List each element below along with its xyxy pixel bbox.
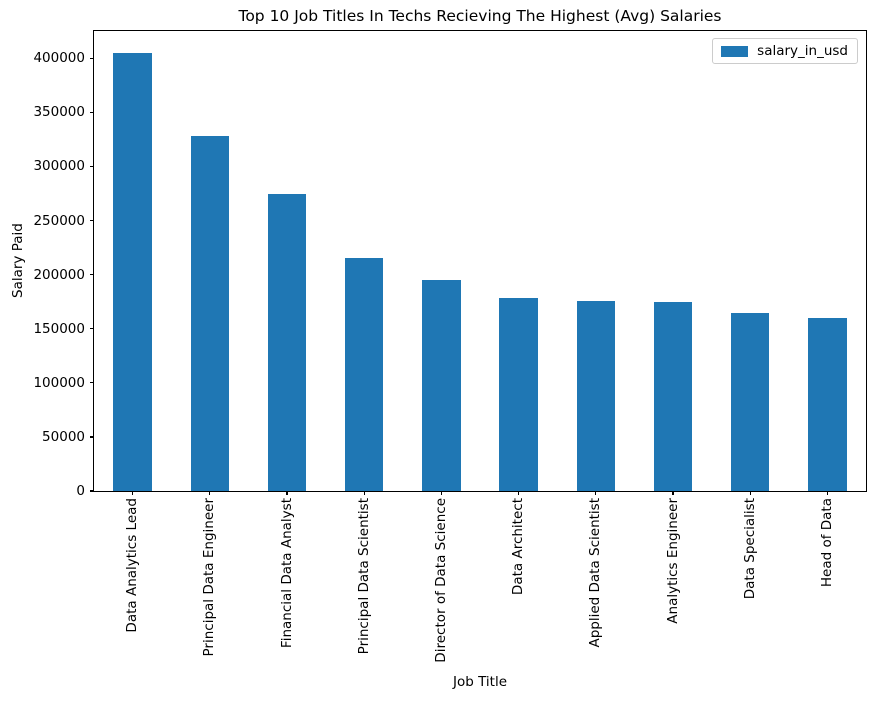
y-tick-mark <box>90 328 94 330</box>
y-tick-mark <box>90 436 94 438</box>
bar-principal-data-engineer <box>190 136 230 491</box>
x-tick-mark <box>209 491 211 495</box>
x-tick-label-head-of-data: Head of Data <box>818 498 835 588</box>
x-tick-mark <box>440 491 442 495</box>
plot-area: salary_in_usd Data Analytics Lead Princip… <box>33 30 867 663</box>
x-tick-mark <box>286 491 288 495</box>
x-tick-mark <box>132 491 134 495</box>
bar-data-specialist <box>730 312 770 491</box>
legend-label: salary_in_usd <box>757 43 848 59</box>
x-tick-label-data-analytics-lead: Data Analytics Lead <box>124 498 141 633</box>
y-tick-label-400000: 400000 <box>33 50 85 67</box>
x-tick-label-analytics-engineer: Analytics Engineer <box>664 498 681 624</box>
bar-director-of-data-science <box>422 280 461 491</box>
bar-analytics-engineer <box>653 301 693 491</box>
x-tick-mark <box>672 491 674 495</box>
x-tick-label-data-specialist: Data Specialist <box>741 498 758 600</box>
y-tick-label-200000: 200000 <box>33 266 85 283</box>
legend-swatch-icon <box>721 45 749 57</box>
y-tick-mark <box>90 382 94 384</box>
legend: salary_in_usd <box>712 38 858 64</box>
x-tick-label-applied-data-scientist: Applied Data Scientist <box>587 498 604 648</box>
x-tick-mark <box>826 491 828 495</box>
chart-title: Top 10 Job Titles In Techs Recieving The… <box>238 7 722 25</box>
y-tick-label-350000: 350000 <box>33 104 85 121</box>
x-tick-mark <box>518 491 520 495</box>
y-tick-label-0: 0 <box>76 483 85 499</box>
x-tick-label-principal-data-scientist: Principal Data Scientist <box>355 498 372 655</box>
x-axis-label: Job Title <box>452 674 508 690</box>
bar-applied-data-scientist <box>576 300 616 491</box>
bar-financial-data-analyst <box>267 193 307 491</box>
bar-principal-data-scientist <box>344 258 384 491</box>
x-tick-mark <box>749 491 751 495</box>
y-tick-mark <box>90 274 94 276</box>
y-tick-label-300000: 300000 <box>33 158 85 175</box>
bar-data-analytics-lead <box>113 52 152 491</box>
y-tick-label-100000: 100000 <box>33 374 85 391</box>
y-tick-label-50000: 50000 <box>42 428 85 445</box>
y-tick-mark <box>90 57 94 59</box>
y-axis-label: Salary Paid <box>10 223 26 299</box>
y-tick-mark <box>90 165 94 168</box>
x-tick-label-financial-data-analyst: Financial Data Analyst <box>278 498 295 649</box>
bar-head-of-data <box>808 317 847 491</box>
bar-data-architect <box>499 298 538 491</box>
x-tick-label-principal-data-engineer: Principal Data Engineer <box>201 498 218 657</box>
x-tick-label-director-of-data-science: Director of Data Science <box>432 498 449 663</box>
y-tick-mark <box>90 219 94 222</box>
x-tick-mark <box>595 491 597 495</box>
x-tick-label-data-architect: Data Architect <box>510 498 527 596</box>
y-tick-label-150000: 150000 <box>33 320 85 337</box>
y-tick-mark <box>90 490 94 492</box>
y-tick-label-250000: 250000 <box>33 212 85 229</box>
x-tick-mark <box>363 491 365 495</box>
y-tick-mark <box>90 111 94 113</box>
